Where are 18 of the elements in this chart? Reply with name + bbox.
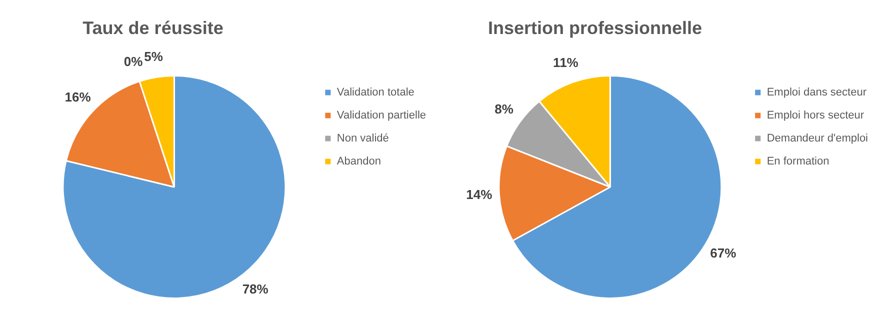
data-label: 8% <box>494 101 514 116</box>
data-label: 67% <box>710 245 737 260</box>
legend-label: Emploi hors secteur <box>766 110 864 122</box>
text: 0% <box>124 54 143 69</box>
data-label: 11% <box>553 55 579 70</box>
legend-label: Emploi dans secteur <box>766 86 867 99</box>
data-label: 14% <box>466 186 493 202</box>
legend-label: Non validé <box>336 132 389 145</box>
legend-label: Validation totale <box>336 86 414 99</box>
data-label: 5% <box>144 48 164 64</box>
legend-label: En formation <box>766 156 830 168</box>
data-label: 78% <box>242 282 269 297</box>
data-label: 16% <box>64 90 92 105</box>
legend-label: Demandeur d'emploi <box>766 132 868 145</box>
legend-label: Abandon <box>336 156 381 168</box>
chart-title: Taux de réussite <box>82 16 224 40</box>
legend-label: Validation partielle <box>336 110 426 122</box>
chart-title: Insertion professionnelle <box>486 16 704 40</box>
